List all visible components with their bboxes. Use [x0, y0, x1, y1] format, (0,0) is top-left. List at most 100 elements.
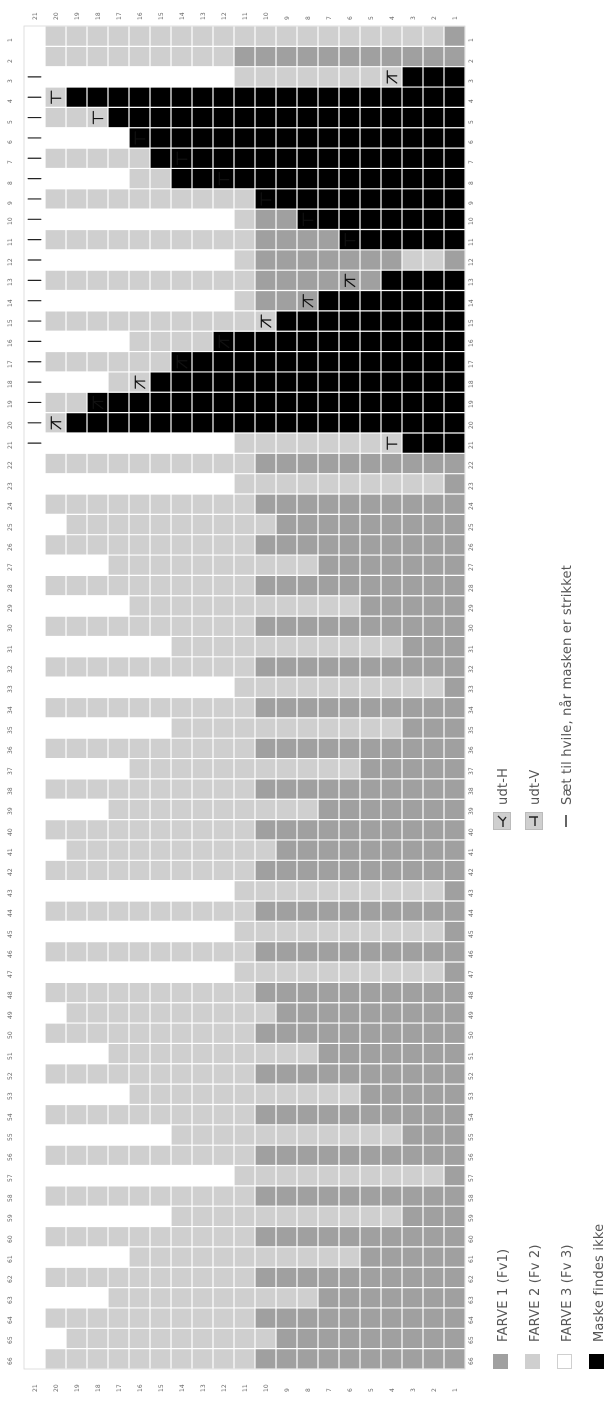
chart-cell-r63-s3 — [402, 1287, 423, 1308]
chart-cell-r47-s20 — [45, 962, 66, 983]
chart-frame — [23, 25, 466, 1370]
chart-cell-r38-s7 — [318, 778, 339, 800]
chart-cell-r55-s16 — [129, 1124, 150, 1146]
chart-cell-r15-s17 — [108, 310, 129, 332]
chart-cell-r33-s2 — [423, 677, 444, 698]
chart-cell-r41-s3 — [402, 839, 423, 861]
row-label-left: 21 — [7, 441, 14, 450]
chart-cell-r30-s6 — [339, 616, 360, 637]
chart-cell-r47-s19 — [66, 962, 87, 983]
chart-cell-r40-s11 — [234, 819, 255, 840]
chart-cell-r34-s8 — [297, 697, 318, 718]
chart-cell-r26-s10 — [255, 534, 276, 556]
chart-cell-r25-s10 — [255, 514, 276, 535]
chart-cell-r16-s13 — [192, 331, 213, 352]
chart-cell-r56-s16 — [129, 1145, 150, 1166]
chart-cell-r11-s15 — [150, 229, 171, 250]
chart-cell-r5-s13 — [192, 107, 213, 128]
chart-cell-r57-s6 — [339, 1165, 360, 1186]
chart-cell-r33-s5 — [360, 677, 381, 698]
chart-cell-r54-s14 — [171, 1104, 192, 1125]
chart-cell-r66-s8 — [297, 1348, 318, 1369]
chart-cell-r12-s17 — [108, 249, 129, 271]
chart-cell-r57-s15 — [150, 1165, 171, 1186]
chart-cell-r32-s3 — [402, 656, 423, 678]
chart-cell-r24-s4 — [381, 494, 402, 515]
chart-cell-r44-s8 — [297, 900, 318, 922]
row-label-right: 54 — [468, 1113, 475, 1121]
chart-cell-r31-s17 — [108, 636, 129, 657]
chart-cell-r59-s19 — [66, 1206, 87, 1227]
chart-cell-r19-s20 — [45, 392, 66, 413]
chart-cell-r45-s6 — [339, 921, 360, 942]
chart-cell-r13-s6 — [339, 270, 360, 291]
chart-cell-r65-s12 — [213, 1328, 234, 1349]
chart-cell-r2-s20 — [45, 46, 66, 67]
chart-cell-r10-s8 — [297, 209, 318, 230]
row-label-right: 12 — [468, 258, 475, 266]
chart-cell-r52-s10 — [255, 1063, 276, 1085]
chart-cell-r34-s17 — [108, 697, 129, 718]
chart-cell-r59-s3 — [402, 1206, 423, 1227]
chart-cell-r6-s19 — [66, 127, 87, 149]
chart-cell-r33-s9 — [276, 677, 297, 698]
chart-cell-r9-s12 — [213, 188, 234, 210]
chart-cell-r20-s11 — [234, 412, 255, 433]
row-label-right: 11 — [468, 238, 475, 246]
stitch-label-top: 10 — [262, 12, 270, 20]
chart-cell-r17-s11 — [234, 351, 255, 372]
chart-cell-r35-s17 — [108, 717, 129, 739]
chart-cell-r11-s7 — [318, 229, 339, 250]
chart-cell-r13-s13 — [192, 270, 213, 291]
chart-cell-r21-s15 — [150, 432, 171, 454]
chart-cell-r45-s12 — [213, 921, 234, 942]
row-label-right: 13 — [468, 278, 475, 287]
chart-cell-r46-s14 — [171, 941, 192, 963]
chart-cell-r37-s1 — [444, 758, 465, 779]
chart-cell-r57-s9 — [276, 1165, 297, 1186]
chart-cell-r54-s10 — [255, 1104, 276, 1125]
row-label-left: 5 — [7, 119, 14, 124]
chart-cell-r51-s8 — [297, 1043, 318, 1064]
row-label-right: 49 — [468, 1011, 475, 1019]
chart-cell-r44-s5 — [360, 900, 381, 922]
chart-cell-r25-s17 — [108, 514, 129, 535]
chart-cell-r53-s19 — [66, 1084, 87, 1105]
chart-cell-r24-s17 — [108, 494, 129, 515]
chart-cell-r28-s16 — [129, 575, 150, 596]
chart-cell-r42-s10 — [255, 860, 276, 881]
chart-cell-r6-s13 — [192, 127, 213, 149]
chart-cell-r21-s2 — [423, 432, 444, 454]
chart-cell-r62-s20 — [45, 1267, 66, 1288]
row-label-left: 4 — [7, 99, 14, 104]
chart-cell-r61-s18 — [87, 1246, 108, 1268]
chart-cell-r25-s1 — [444, 514, 465, 535]
chart-cell-r27-s13 — [192, 555, 213, 576]
stitch-label-top: 8 — [304, 16, 312, 20]
row-label-left: 58 — [7, 1194, 14, 1203]
chart-cell-r60-s13 — [192, 1226, 213, 1247]
chart-cell-r23-s21 — [24, 473, 45, 495]
chart-cell-r19-s13 — [192, 392, 213, 413]
chart-cell-r66-s12 — [213, 1348, 234, 1369]
chart-cell-r52-s3 — [402, 1063, 423, 1085]
chart-cell-r32-s11 — [234, 656, 255, 678]
chart-cell-r25-s19 — [66, 514, 87, 535]
chart-cell-r66-s7 — [318, 1348, 339, 1369]
chart-cell-r9-s4 — [381, 188, 402, 210]
chart-cell-r43-s3 — [402, 880, 423, 901]
chart-cell-r59-s14 — [171, 1206, 192, 1227]
chart-cell-r24-s1 — [444, 494, 465, 515]
chart-cell-r15-s15 — [150, 310, 171, 332]
chart-cell-r35-s7 — [318, 717, 339, 739]
chart-cell-r53-s7 — [318, 1084, 339, 1105]
chart-cell-r53-s10 — [255, 1084, 276, 1105]
chart-cell-r18-s4 — [381, 371, 402, 393]
chart-cell-r27-s2 — [423, 555, 444, 576]
chart-cell-r39-s17 — [108, 799, 129, 820]
chart-cell-r33-s17 — [108, 677, 129, 698]
chart-cell-r4-s12 — [213, 87, 234, 108]
chart-cell-r18-s18 — [87, 371, 108, 393]
chart-cell-r63-s15 — [150, 1287, 171, 1308]
chart-cell-r13-s3 — [402, 270, 423, 291]
